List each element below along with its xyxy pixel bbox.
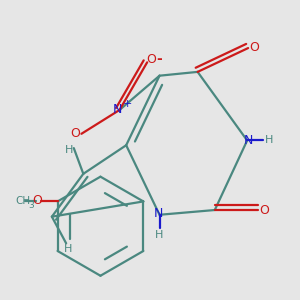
Text: N: N — [244, 134, 253, 147]
Text: O: O — [32, 194, 42, 207]
Text: O: O — [259, 203, 269, 217]
Text: H: H — [64, 145, 73, 154]
Text: N: N — [112, 103, 122, 116]
Text: CH: CH — [15, 196, 31, 206]
Text: O: O — [70, 127, 80, 140]
Text: O: O — [250, 41, 259, 54]
Text: H: H — [265, 136, 273, 146]
Text: H: H — [155, 230, 164, 240]
Text: +: + — [123, 99, 132, 109]
Text: O: O — [146, 53, 156, 66]
Text: 3: 3 — [28, 201, 34, 210]
Text: H: H — [63, 244, 72, 254]
Text: N: N — [153, 207, 163, 220]
Text: -: - — [156, 52, 162, 67]
